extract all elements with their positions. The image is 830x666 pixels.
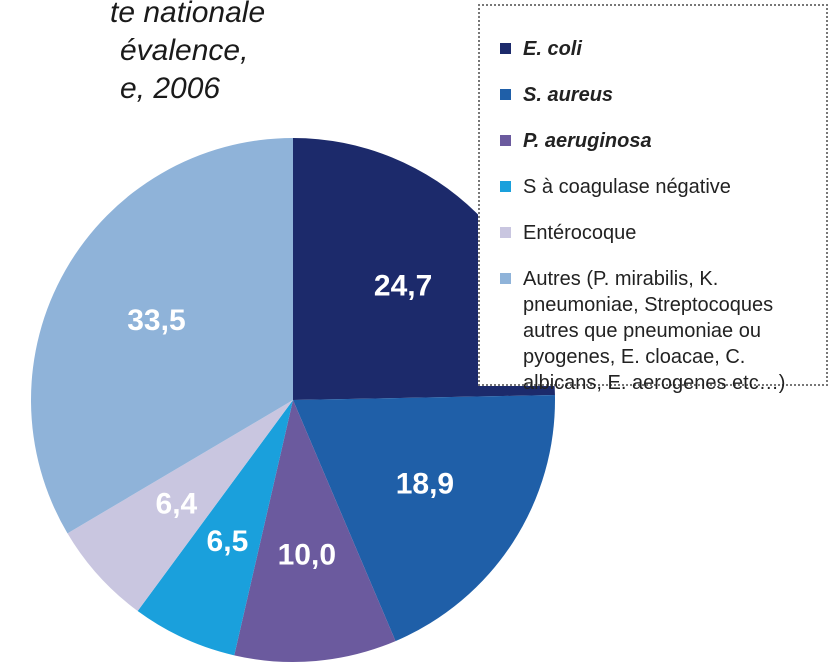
value-label: 6,5 — [207, 525, 249, 558]
pie-slice — [137, 400, 293, 656]
legend-swatch — [500, 43, 511, 54]
legend-entry: S. aureus — [500, 82, 816, 108]
legend-label: Entérocoque — [523, 222, 637, 244]
legend-label: P. aeruginosa — [523, 130, 652, 152]
legend-entry: Entérocoque — [500, 220, 816, 246]
legend-entry: E. coli — [500, 36, 816, 62]
legend-swatch — [500, 181, 511, 192]
legend-label: Autres (P. mirabilis, K. pneumoniae, Str… — [523, 268, 786, 394]
title-line: te nationale — [110, 0, 265, 29]
pie-slice — [31, 138, 293, 534]
title-line: e, 2006 — [120, 72, 220, 105]
legend-swatch — [500, 227, 511, 238]
legend-swatch — [500, 273, 511, 284]
value-label: 33,5 — [127, 304, 185, 337]
legend-swatch — [500, 135, 511, 146]
value-label: 24,7 — [374, 270, 432, 303]
pie-slice — [67, 400, 293, 611]
legend-entry: P. aeruginosa — [500, 128, 816, 154]
pie — [31, 138, 555, 663]
value-label: 10,0 — [278, 539, 336, 572]
legend-swatch — [500, 89, 511, 100]
legend-entry: S à coagulase négative — [500, 174, 816, 200]
legend: E. coli S. aureus P. aeruginosa S à coagula… — [478, 4, 828, 394]
legend-label: E. coli — [523, 38, 582, 60]
value-label: 18,9 — [396, 467, 454, 500]
pie-slice — [293, 395, 555, 642]
legend-label: S. aureus — [523, 84, 614, 106]
title-line: évalence, — [120, 34, 248, 67]
pie-slice — [234, 400, 396, 663]
legend-entry: Autres (P. mirabilis, K. pneumoniae, Str… — [500, 266, 816, 396]
value-label: 6,4 — [156, 487, 198, 520]
legend-label: S à coagulase négative — [523, 176, 731, 198]
